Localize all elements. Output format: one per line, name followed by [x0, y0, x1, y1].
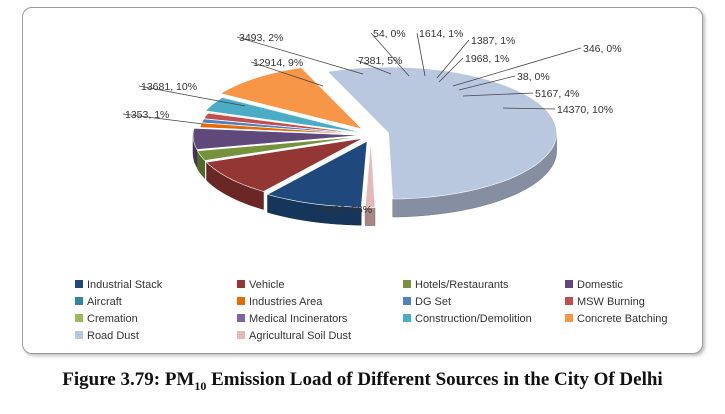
- data-label: 346, 0%: [583, 43, 622, 55]
- pie-slice-top: [266, 140, 368, 208]
- data-label: 79626, 56%: [316, 204, 372, 216]
- pie-slice-top: [326, 66, 557, 200]
- legend-item: Agricultural Soil Dust: [237, 329, 351, 343]
- data-label: 13681, 10%: [141, 81, 197, 93]
- legend-item: Construction/Demolition: [403, 312, 532, 326]
- data-label: 3493, 2%: [239, 32, 283, 44]
- legend-item: Aircraft: [75, 295, 122, 309]
- pie-slice-top: [196, 136, 362, 161]
- legend-label: MSW Burning: [577, 296, 645, 308]
- legend-label: Agricultural Soil Dust: [249, 330, 352, 342]
- legend-swatch: [237, 280, 245, 288]
- legend-swatch: [565, 314, 573, 322]
- leader-line: [502, 107, 556, 110]
- legend-item: Road Dust: [75, 329, 139, 343]
- legend-swatch: [565, 297, 573, 305]
- chart-frame: 13681, 10% 12914, 9% 3493, 2% 7381, 5% 54, 0…: [22, 7, 703, 354]
- pie-slice-domestic: [192, 127, 362, 168]
- legend-item: Industrial Stack: [75, 278, 162, 292]
- leader-line: [250, 61, 324, 87]
- data-label: 1614, 1%: [419, 28, 463, 40]
- legend-swatch: [403, 297, 411, 305]
- pie-slice-top: [192, 127, 362, 150]
- data-label: 5167, 4%: [535, 88, 579, 100]
- legend-label: DG Set: [415, 296, 452, 308]
- pie-slice-concrete-batching: [219, 67, 364, 130]
- data-label: 12914, 9%: [253, 57, 303, 69]
- legend-label: Domestic: [577, 279, 623, 291]
- legend-label: Industries Area: [249, 296, 323, 308]
- caption-prefix: Figure 3.79: PM: [62, 369, 195, 390]
- caption-suffix: Emission Load of Different Sources in th…: [206, 369, 663, 390]
- pie-chart: 13681, 10% 12914, 9% 3493, 2% 7381, 5% 54, 0…: [122, 28, 622, 226]
- data-label: 14370, 10%: [557, 104, 613, 116]
- pie-slice-top: [204, 97, 364, 134]
- legend-swatch: [403, 280, 411, 288]
- legend-item: Domestic: [565, 278, 623, 292]
- legend-swatch: [237, 297, 245, 305]
- figure-caption: Figure 3.79: PM10 Emission Load of Diffe…: [0, 369, 725, 394]
- legend-label: Industrial Stack: [87, 279, 163, 291]
- leader-line: [236, 36, 364, 75]
- pie-slice-hotels-restaurants: [196, 136, 362, 180]
- legend-swatch: [565, 280, 573, 288]
- leader-line: [436, 39, 470, 79]
- legend-item: Hotels/Restaurants: [403, 278, 509, 292]
- leader-line: [416, 32, 426, 77]
- data-label: 7381, 5%: [358, 55, 402, 67]
- pie-slice-top: [199, 127, 368, 136]
- pie-slice-construction-demolition: [204, 97, 364, 134]
- legend-swatch: [237, 314, 245, 322]
- legend-label: Vehicle: [249, 279, 285, 291]
- pie-slice-agricultural-soil-dust: [364, 141, 376, 226]
- legend-label: Medical Incinerators: [249, 313, 348, 325]
- legend-label: Concrete Batching: [577, 313, 668, 325]
- legend-item: Vehicle: [237, 278, 284, 292]
- data-label: 1387, 1%: [471, 35, 515, 47]
- legend-label: Construction/Demolition: [415, 313, 532, 325]
- data-label: 1968, 1%: [465, 53, 509, 65]
- legend-item: MSW Burning: [565, 295, 645, 309]
- pie-slice-vehicle: [205, 138, 364, 210]
- leader-line: [462, 92, 534, 97]
- pie-slice-top: [364, 141, 376, 208]
- caption-subscript: 10: [194, 378, 207, 393]
- legend-label: Hotels/Restaurants: [415, 279, 509, 291]
- legend-swatch: [75, 314, 83, 322]
- pie-slice-aircraft: [199, 127, 368, 136]
- data-label: 54, 0%: [373, 28, 406, 40]
- leader-line: [370, 32, 410, 77]
- leader-line: [452, 47, 582, 87]
- legend-item: Concrete Batching: [565, 312, 668, 326]
- data-label: 38, 0%: [517, 71, 550, 83]
- legend-item: Medical Incinerators: [237, 312, 347, 326]
- legend-swatch: [75, 280, 83, 288]
- legend-item: DG Set: [403, 295, 451, 309]
- pie-slice-road-dust: [326, 66, 557, 218]
- legend-item: Cremation: [75, 312, 138, 326]
- legend-swatch: [75, 331, 83, 339]
- legend: Industrial Stack Vehicle Hotels/Restaurant…: [75, 278, 715, 358]
- leader-line: [138, 85, 246, 107]
- leader-line: [458, 75, 516, 91]
- leader-line: [355, 59, 392, 75]
- legend-item: Industries Area: [237, 295, 322, 309]
- legend-label: Cremation: [87, 313, 138, 325]
- legend-label: Road Dust: [87, 330, 139, 342]
- pie-slice-industrial-stack: [266, 140, 368, 226]
- legend-label: Aircraft: [87, 296, 122, 308]
- data-label: 1353, 1%: [125, 109, 169, 121]
- legend-swatch: [237, 331, 245, 339]
- pie-slice-top: [205, 138, 364, 192]
- leader-line: [438, 57, 464, 83]
- legend-swatch: [75, 297, 83, 305]
- legend-swatch: [403, 314, 411, 322]
- leader-line: [122, 113, 204, 125]
- pie-slice-top: [219, 67, 364, 130]
